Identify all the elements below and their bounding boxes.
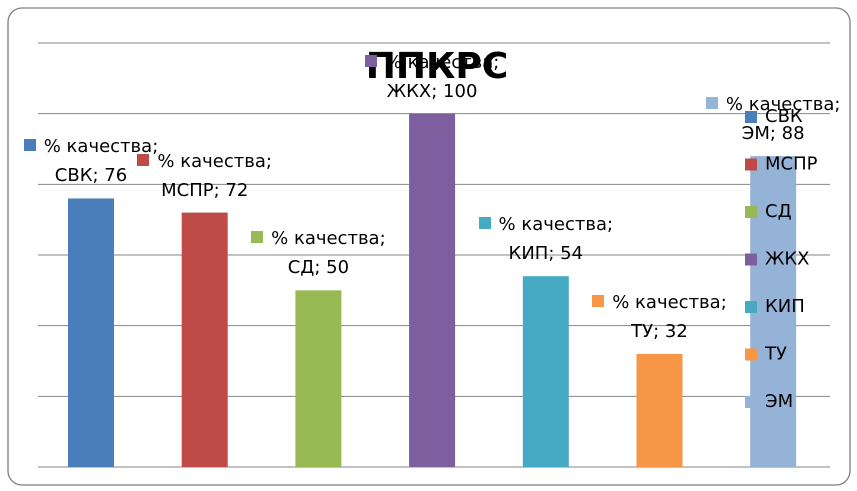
data-label-text: % качества; СД; 50 (271, 228, 386, 279)
data-label: % качества; ЖКХ; 100 (357, 48, 507, 106)
label-marker (478, 217, 491, 230)
legend-swatch (745, 111, 757, 123)
data-label-text: % качества; ЭМ; 88 (725, 94, 841, 145)
data-label: % качества; СВК; 76 (16, 132, 166, 190)
data-label-text: % качества; ЖКХ; 100 (384, 51, 500, 102)
legend: СВК МСПР СД ЖКХ КИП ТУ ЭМ (745, 106, 818, 412)
bar (522, 276, 569, 467)
label-marker (592, 294, 605, 307)
bar (636, 353, 683, 467)
label-marker (137, 153, 150, 166)
legend-label: МСПР (765, 154, 818, 175)
data-label-text: % качества; МСПР; 72 (157, 150, 272, 201)
legend-label: ЭМ (765, 391, 793, 412)
legend-label: ЖКХ (765, 249, 810, 270)
data-label: % качества; КИП; 54 (471, 210, 621, 268)
label-marker (23, 139, 36, 152)
legend-label: КИП (765, 296, 805, 317)
data-label-text: % качества; КИП; 54 (498, 214, 614, 265)
legend-label: СД (765, 201, 792, 222)
label-marker (705, 97, 718, 110)
bar (181, 212, 228, 467)
legend-swatch (745, 206, 757, 218)
label-marker (364, 54, 377, 67)
legend-label: ТУ (764, 344, 787, 365)
bar (68, 198, 114, 467)
legend-label: СВК (765, 106, 803, 127)
bar (295, 290, 342, 467)
label-marker (251, 231, 264, 244)
legend-swatch (745, 396, 757, 408)
data-label-text: % качества; СВК; 76 (43, 136, 159, 187)
bar (750, 156, 797, 468)
bars (68, 113, 797, 468)
data-label: % качества; СД; 50 (243, 224, 393, 282)
data-label: % качества; МСПР; 72 (130, 147, 280, 205)
chart-title: ППКРС (366, 46, 509, 87)
bar (409, 113, 456, 468)
legend-swatch (745, 158, 757, 171)
data-label: % качества; ТУ; 32 (585, 288, 735, 346)
data-label-text: % качества; ТУ; 32 (612, 291, 727, 342)
legend-swatch (745, 301, 757, 313)
legend-swatch (745, 348, 757, 361)
legend-swatch (745, 253, 757, 266)
data-label: % качества; ЭМ; 88 (698, 90, 848, 148)
